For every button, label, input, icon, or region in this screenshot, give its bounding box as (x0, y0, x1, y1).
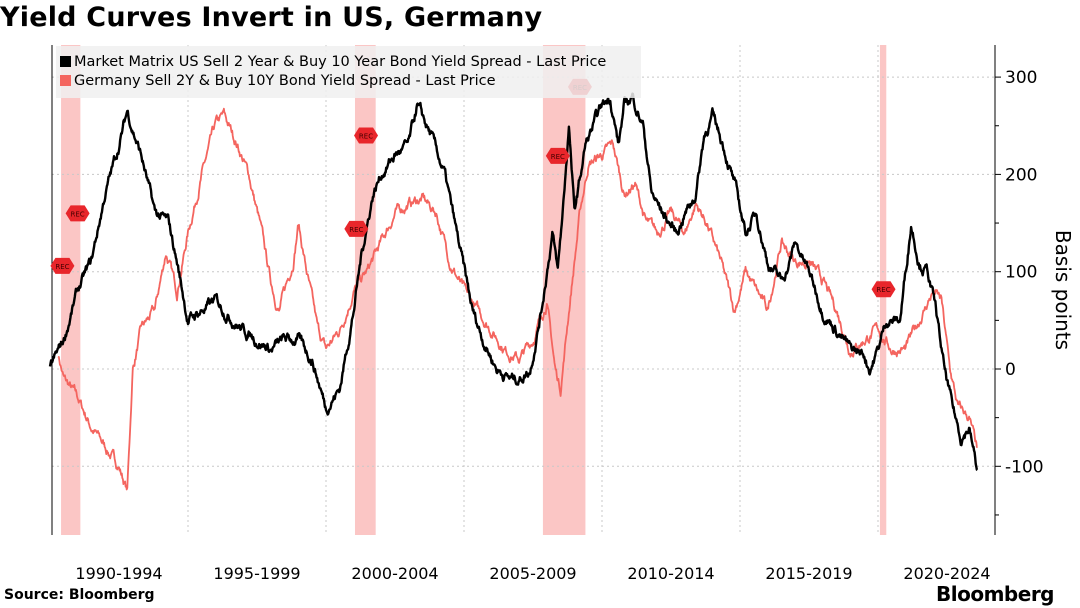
germany-spread-line (57, 107, 978, 491)
recession-band (542, 45, 586, 535)
legend-label: Germany Sell 2Y & Buy 10Y Bond Yield Spr… (74, 73, 496, 89)
recession-band (61, 45, 81, 535)
x-tick-label: 2010-2014 (627, 564, 714, 583)
legend-swatch (60, 75, 71, 86)
source-note: Source: Bloomberg (4, 587, 155, 603)
x-tick-label: 1995-1999 (213, 564, 300, 583)
y-tick-label: -100 (1005, 457, 1044, 477)
rec-hexagon (871, 281, 896, 298)
rec-label: REC (349, 226, 363, 234)
x-tick-label: 2015-2019 (765, 564, 852, 583)
bloomberg-logo: Bloomberg (936, 582, 1054, 606)
rec-label: REC (55, 263, 69, 271)
recession-marker: REC (354, 127, 379, 144)
y-tick-label: 0 (1005, 360, 1016, 380)
rec-label: REC (71, 210, 85, 218)
x-tick-label: 2000-2004 (351, 564, 438, 583)
rec-label: REC (551, 153, 565, 161)
recession-marker: REC (65, 205, 90, 222)
legend-background (56, 46, 641, 98)
recession-marker: REC (871, 281, 896, 298)
y-tick-label: 200 (1005, 165, 1037, 185)
y-tick-label: 100 (1005, 263, 1037, 283)
y-axis-label: Basis points (1051, 230, 1075, 350)
legend-swatch (60, 56, 71, 67)
us-spread-line (48, 92, 979, 471)
legend-label: Market Matrix US Sell 2 Year & Buy 10 Ye… (74, 54, 606, 70)
legend: Market Matrix US Sell 2 Year & Buy 10 Ye… (56, 46, 641, 98)
recession-marker: REC (545, 147, 570, 164)
rec-hexagon (545, 147, 570, 164)
x-tick-label: 2005-2009 (489, 564, 576, 583)
rec-label: REC (359, 132, 373, 140)
recession-marker: REC (344, 220, 369, 237)
rec-hexagon (344, 220, 369, 237)
x-tick-label: 1990-1994 (75, 564, 162, 583)
recession-band (354, 45, 376, 535)
rec-label: REC (876, 286, 890, 294)
rec-hexagon (65, 205, 90, 222)
y-tick-label: 300 (1005, 68, 1037, 88)
chart-title: Yield Curves Invert in US, Germany (0, 2, 543, 33)
recession-marker: REC (50, 257, 75, 274)
rec-hexagon (50, 257, 75, 274)
rec-hexagon (354, 127, 379, 144)
x-tick-label: 2020-2024 (903, 564, 990, 583)
